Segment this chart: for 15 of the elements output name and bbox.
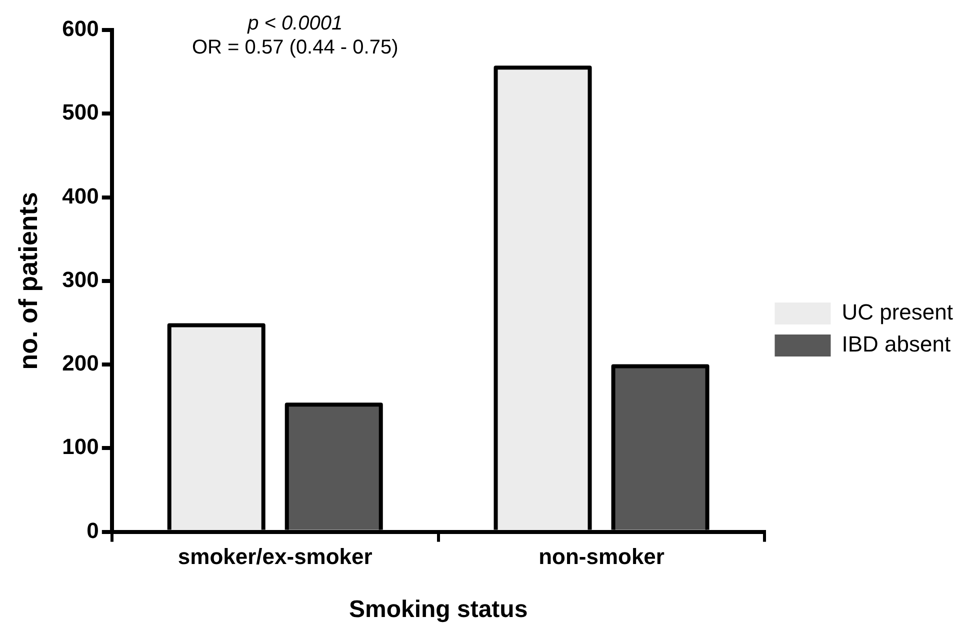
- y-tick-label: 300: [62, 266, 99, 292]
- x-tick-label: smoker/ex-smoker: [178, 544, 373, 570]
- y-tick-label: 200: [62, 350, 99, 376]
- x-tick-label: non-smoker: [538, 544, 665, 570]
- annotation: OR = 0.57 (0.44 - 0.75): [192, 36, 398, 59]
- x-axis-title: Smoking status: [348, 596, 528, 624]
- y-tick-label: 100: [62, 434, 99, 460]
- legend-label: IBD absent: [842, 332, 951, 357]
- y-tick-label: 600: [62, 16, 99, 42]
- y-axis-title: no. of patients: [12, 192, 43, 370]
- annotation: p < 0.0001: [246, 12, 343, 35]
- legend-label: UC present: [842, 300, 954, 325]
- y-tick-label: 500: [62, 100, 99, 125]
- y-tick-label: 400: [62, 183, 99, 208]
- y-tick-label: 0: [86, 518, 99, 543]
